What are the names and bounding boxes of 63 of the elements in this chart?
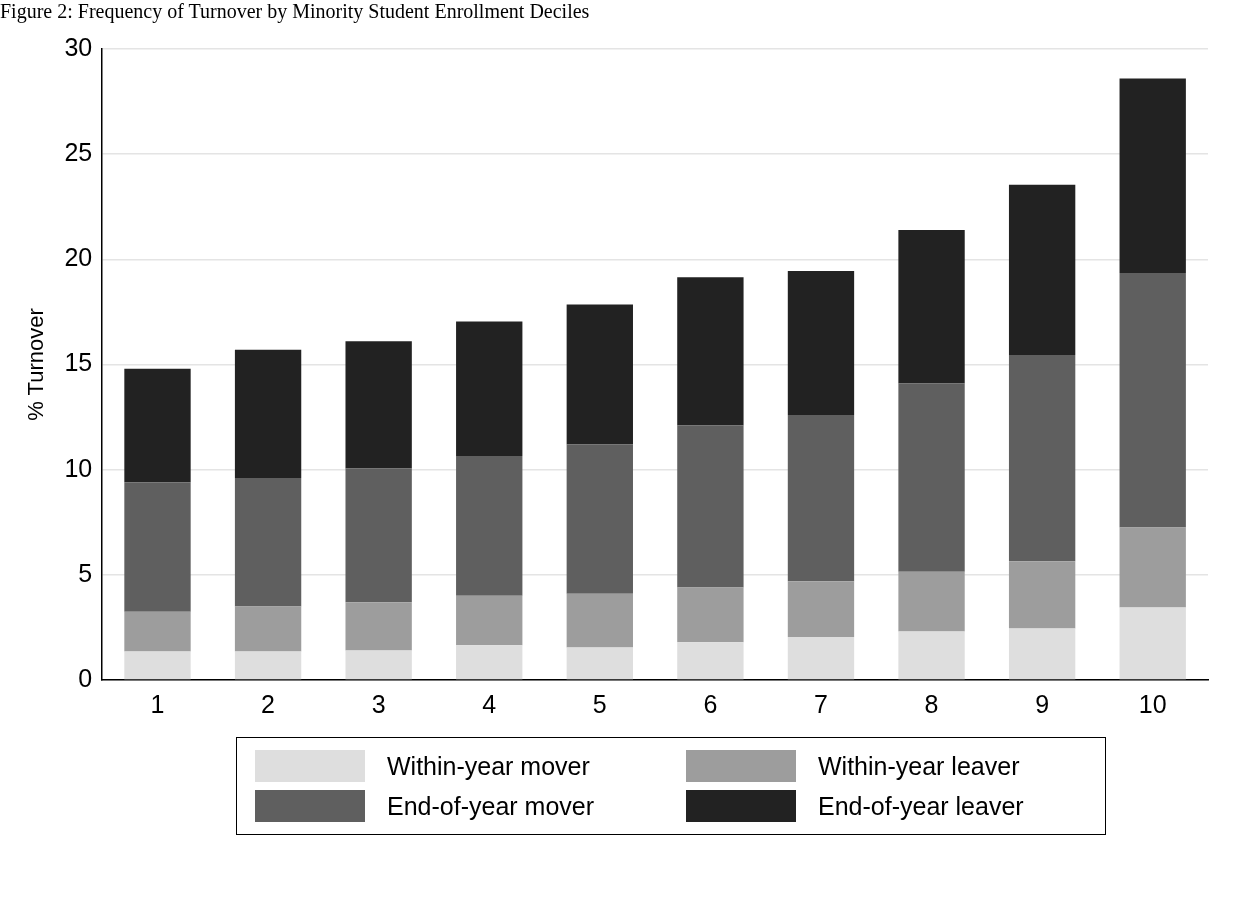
bar — [234, 651, 302, 680]
legend-label: End-of-year mover — [387, 791, 595, 821]
bar — [566, 444, 633, 594]
legend-label: Within-year mover — [387, 751, 590, 781]
bar — [787, 270, 855, 415]
x-tick-label: 10 — [1138, 689, 1167, 718]
bar — [124, 611, 191, 652]
bar — [1008, 355, 1076, 562]
bar — [345, 650, 412, 680]
bar — [787, 581, 855, 637]
bar — [677, 587, 744, 643]
bar — [566, 593, 633, 648]
bar — [898, 383, 965, 572]
x-tick-label: 2 — [261, 689, 276, 718]
y-tick-label: 10 — [64, 453, 93, 482]
bar — [1008, 184, 1076, 356]
bar — [1119, 78, 1186, 274]
bar — [677, 642, 744, 680]
x-tick-label: 5 — [592, 689, 607, 718]
bar — [787, 636, 855, 680]
bar — [566, 647, 633, 680]
x-tick-label: 6 — [703, 689, 718, 718]
y-tick-label: 20 — [64, 243, 93, 272]
bar — [898, 229, 965, 384]
chart-title: Figure 2: Frequency of Turnover by Minority Student Enrollment Deciles — [0, 0, 590, 23]
x-tick-label: 8 — [924, 689, 939, 718]
bar — [1119, 527, 1186, 608]
y-tick-label: 25 — [64, 138, 93, 167]
bar — [124, 651, 191, 680]
bar — [345, 468, 412, 603]
bar — [898, 631, 965, 680]
bar — [566, 304, 633, 445]
bar — [677, 277, 744, 426]
bar — [456, 645, 523, 680]
bar — [345, 341, 412, 469]
bar — [234, 349, 302, 479]
y-tick-label: 0 — [78, 663, 93, 692]
bar — [456, 456, 523, 596]
legend-label: End-of-year leaver — [818, 791, 1024, 821]
y-tick-label: 30 — [64, 32, 93, 61]
bar — [677, 425, 744, 588]
bar — [456, 595, 523, 646]
bar — [124, 368, 191, 483]
y-tick-label: 5 — [78, 558, 93, 587]
x-tick-label: 4 — [482, 689, 497, 718]
x-tick-label: 1 — [150, 689, 165, 718]
bar — [234, 478, 302, 607]
legend-label: Within-year leaver — [818, 751, 1020, 781]
bar — [898, 571, 965, 632]
x-tick-label: 9 — [1035, 689, 1050, 718]
bar — [1008, 561, 1076, 629]
bar — [1008, 628, 1076, 680]
bar — [345, 602, 412, 651]
bar — [456, 321, 523, 456]
y-axis-title: % Turnover — [23, 308, 49, 421]
x-tick-label: 3 — [371, 689, 386, 718]
bar — [234, 606, 302, 652]
bar — [124, 482, 191, 612]
y-tick-label: 15 — [64, 348, 93, 377]
x-tick-label: 7 — [814, 689, 828, 718]
bar — [1119, 273, 1186, 528]
bar — [1119, 607, 1186, 680]
bar — [787, 414, 855, 582]
